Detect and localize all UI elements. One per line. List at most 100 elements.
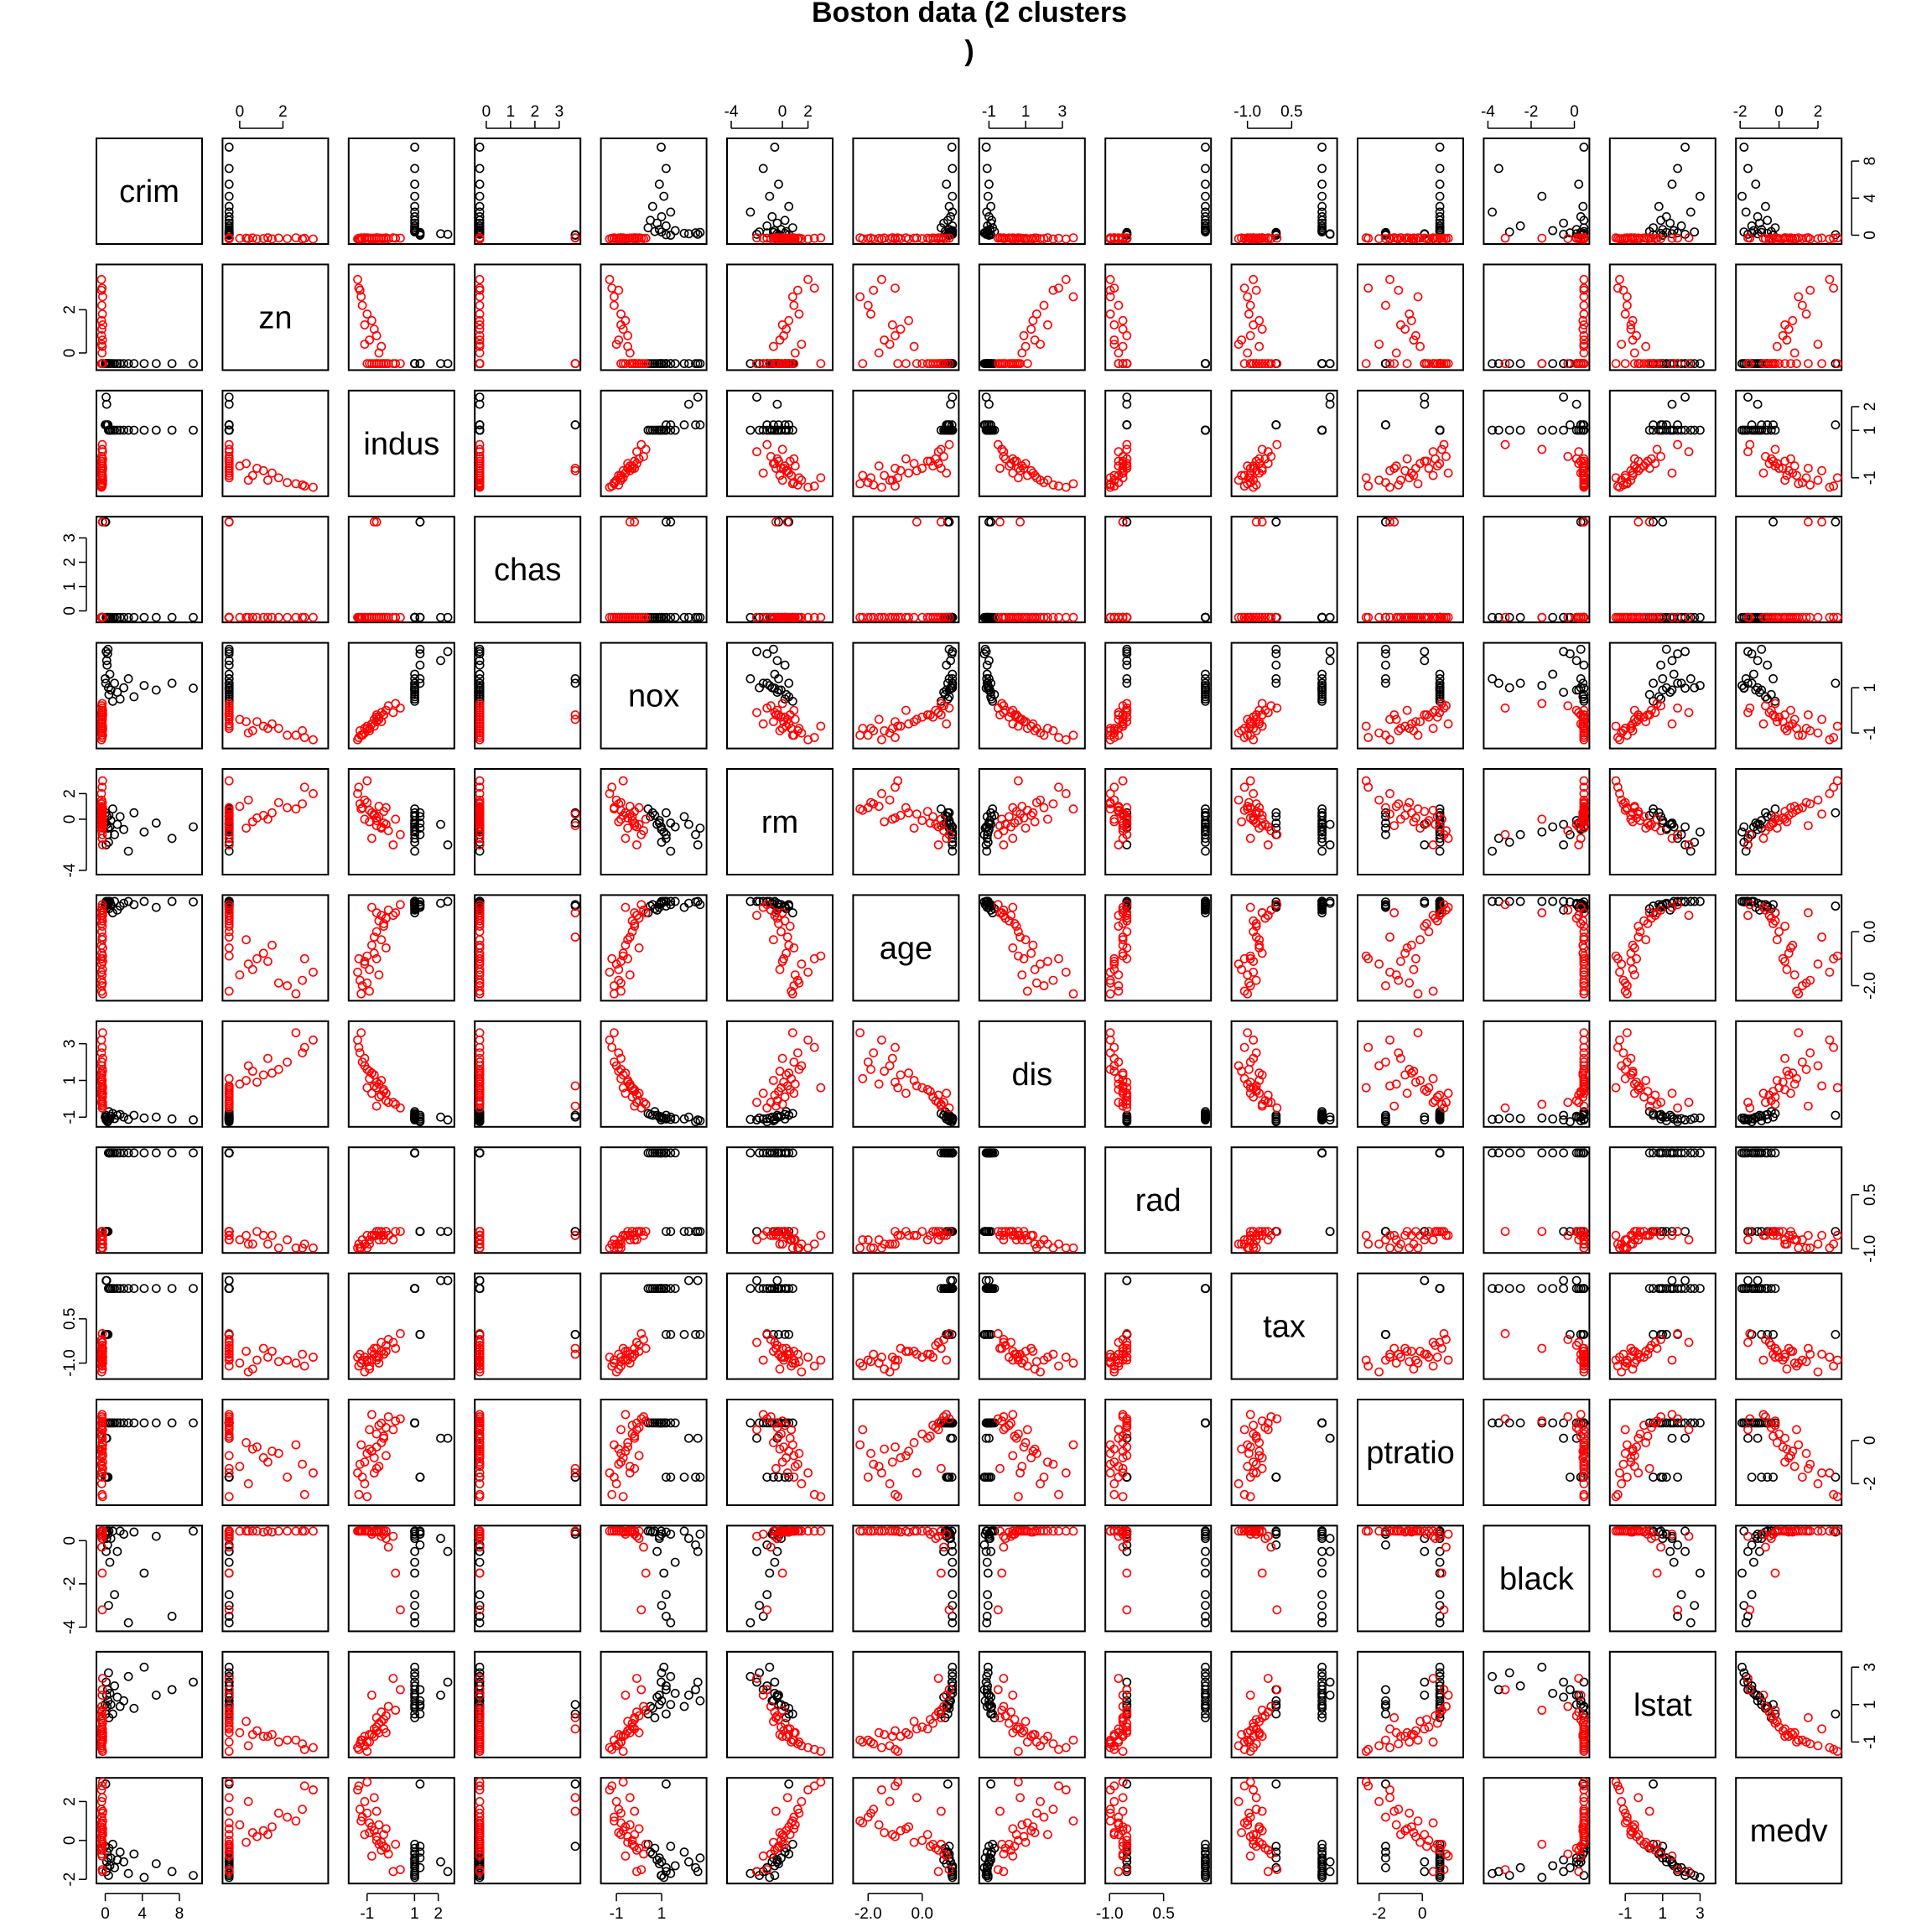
panel-frame (1483, 138, 1591, 245)
point-cluster1-3 (139, 827, 149, 837)
point-cluster1-1 (167, 1114, 177, 1124)
point-cluster2-20 (794, 724, 804, 734)
point-cluster2-1 (1825, 274, 1835, 284)
point-cluster1-1 (1743, 164, 1753, 174)
point-cluster2-25 (1245, 776, 1255, 786)
point-cluster1-1 (167, 425, 177, 435)
point-cluster2-14 (1008, 834, 1018, 844)
point-cluster2-26 (1068, 479, 1078, 489)
chart-title-line-1: Boston data (2 clusters (812, 0, 1127, 29)
point-cluster1-9 (1747, 221, 1757, 231)
point-cluster1-12 (1548, 359, 1558, 368)
panel-nox-vs-chas (474, 641, 582, 750)
point-cluster2-16 (1652, 444, 1662, 454)
point-cluster1-18 (1667, 399, 1677, 409)
point-cluster2-24 (1743, 447, 1753, 457)
point-cluster2-6 (797, 340, 807, 349)
point-cluster2-26 (1413, 292, 1423, 302)
point-cluster2-13 (235, 970, 245, 979)
point-cluster1-14 (1201, 227, 1210, 236)
point-cluster2-17 (1415, 341, 1425, 351)
point-cluster1-3 (983, 191, 993, 201)
point-cluster2-24 (1743, 233, 1753, 243)
point-cluster2-25 (1611, 359, 1621, 368)
point-cluster1-1 (167, 834, 177, 844)
point-cluster2-24 (752, 233, 761, 243)
point-cluster2-26 (1068, 989, 1078, 999)
point-cluster2-14 (942, 719, 952, 729)
point-cluster1-21 (1271, 517, 1281, 527)
point-cluster1-12 (1548, 612, 1558, 622)
point-cluster2-11 (1257, 325, 1267, 334)
point-cluster2-6 (611, 340, 621, 349)
panel-zn-vs-crim (96, 263, 203, 371)
point-cluster2-26 (1243, 292, 1253, 302)
point-cluster2-2 (904, 315, 913, 325)
point-cluster1-16 (691, 228, 700, 238)
point-cluster2-25 (362, 359, 372, 368)
point-cluster2-19 (395, 704, 405, 713)
point-cluster2-2 (366, 940, 377, 950)
point-cluster1-0 (1579, 143, 1589, 152)
panel-frame (1608, 768, 1716, 875)
panel-frame (978, 138, 1086, 245)
panel-frame (474, 389, 582, 497)
point-cluster1-2 (984, 179, 994, 190)
point-cluster1-4 (129, 808, 139, 818)
point-cluster1-19 (443, 229, 453, 239)
point-cluster2-0 (1048, 234, 1058, 244)
panel-chas-vs-dis (978, 516, 1086, 624)
point-cluster2-3 (1019, 330, 1029, 340)
panel-frame (1104, 516, 1213, 624)
point-cluster2-13 (1789, 714, 1800, 724)
point-cluster2-29 (887, 319, 897, 330)
point-cluster1-3 (139, 1113, 149, 1123)
panel-frame (852, 263, 960, 371)
point-cluster2-26 (1068, 804, 1078, 814)
point-cluster1-19 (1420, 647, 1430, 657)
point-cluster2-11 (475, 325, 485, 334)
panel-crim-vs-indus (347, 138, 455, 245)
panel-crim-vs-ptratio (1357, 138, 1464, 245)
point-cluster1-7 (115, 812, 125, 822)
point-cluster2-3 (1411, 953, 1420, 963)
point-cluster2-14 (758, 359, 768, 368)
chart-title-line-2: ) (964, 35, 974, 67)
point-cluster1-3 (659, 191, 669, 201)
point-cluster2-16 (1537, 359, 1547, 368)
point-cluster2-14 (1667, 719, 1677, 729)
point-cluster2-29 (1396, 233, 1405, 242)
point-cluster2-23 (1237, 233, 1246, 243)
point-cluster1-18 (1325, 819, 1335, 829)
point-cluster2-1 (1061, 612, 1071, 622)
point-cluster2-29 (1626, 233, 1636, 242)
point-cluster1-2 (942, 179, 952, 190)
point-cluster2-1 (1249, 789, 1259, 798)
point-cluster1-18 (1571, 399, 1581, 409)
point-cluster1-16 (691, 420, 700, 430)
point-cluster2-29 (887, 233, 897, 242)
point-cluster1-1 (410, 164, 419, 174)
point-cluster2-0 (793, 285, 802, 295)
point-cluster1-12 (1669, 669, 1679, 679)
point-cluster2-6 (885, 340, 895, 349)
point-cluster2-20 (866, 309, 875, 319)
point-cluster2-17 (909, 612, 919, 622)
panel-rm-vs-age (852, 768, 960, 875)
point-cluster1-12 (475, 669, 485, 679)
point-cluster1-9 (662, 221, 671, 231)
point-cluster1-5 (745, 207, 756, 217)
point-cluster2-28 (1803, 908, 1813, 917)
point-cluster2-28 (1803, 517, 1813, 527)
panel-frame (1230, 516, 1338, 624)
panel-indus-vs-age (852, 389, 960, 497)
point-cluster2-2 (1118, 315, 1128, 325)
point-cluster2-19 (1745, 704, 1755, 713)
point-cluster1-21 (1768, 517, 1778, 527)
point-cluster2-9 (1039, 802, 1049, 813)
point-cluster1-8 (939, 218, 948, 228)
point-cluster2-29 (262, 233, 273, 242)
point-cluster2-13 (1789, 348, 1800, 358)
point-cluster2-29 (1043, 814, 1052, 824)
point-cluster1-6 (657, 211, 667, 221)
